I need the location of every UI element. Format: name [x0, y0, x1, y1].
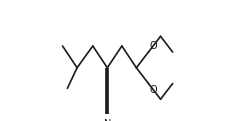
Text: O: O — [149, 41, 157, 51]
Text: O: O — [149, 85, 157, 95]
Text: N: N — [104, 119, 111, 121]
